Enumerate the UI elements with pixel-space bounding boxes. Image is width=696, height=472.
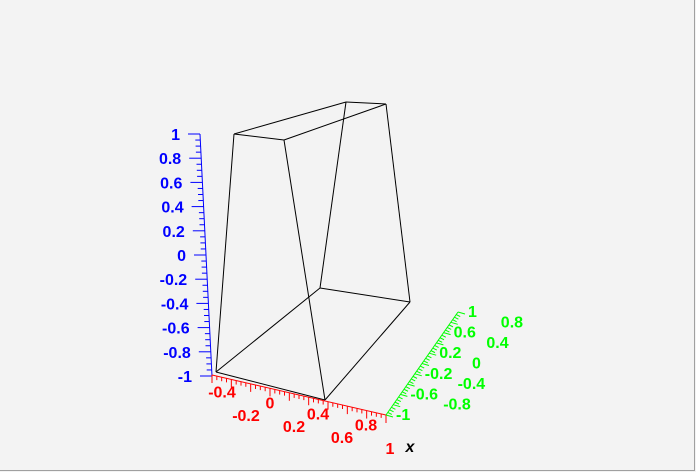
wireframe-edge (233, 133, 285, 141)
wireframe-edge (233, 101, 347, 135)
y-axis-tick (393, 404, 401, 408)
y-axis-tick (412, 375, 418, 379)
x-tick-label: 1 (386, 441, 395, 458)
y-axis-tick (385, 414, 394, 418)
y-tick-label: 0.8 (501, 314, 523, 331)
y-axis-tick (437, 339, 443, 343)
y-tick-label: 0 (472, 356, 481, 373)
y-axis-tick (443, 332, 451, 336)
wireframe-edge (283, 103, 387, 141)
z-tick-label: 0.8 (159, 151, 181, 168)
y-axis-tick (455, 314, 461, 318)
y-axis-tick (425, 357, 430, 361)
y-axis-tick (454, 316, 459, 320)
y-axis-tick (405, 386, 411, 390)
wireframe-edge (345, 101, 387, 105)
y-axis-tick (398, 396, 403, 400)
y-tick-label: -0.4 (458, 376, 486, 393)
x-tick-label: -0.2 (232, 408, 260, 425)
z-tick-label: 0.2 (163, 224, 185, 241)
x-tick-label: 0.4 (307, 406, 329, 423)
x-tick-label: 0.6 (331, 430, 353, 447)
y-axis-tick (452, 319, 457, 323)
y-axis-tick (441, 334, 447, 338)
y-axis-tick (407, 383, 415, 387)
y-axis-tick (401, 391, 407, 395)
y-tick-label: -0.6 (410, 386, 438, 403)
y-axis-tick (421, 363, 430, 366)
y-axis-tick (419, 365, 425, 369)
y-axis-tick (434, 345, 439, 348)
y-axis-tick (394, 401, 400, 405)
y-axis-tick (450, 321, 458, 325)
y-axis-tick (387, 411, 393, 415)
wireframe-edge (215, 371, 326, 401)
z-tick-label: -0.4 (161, 296, 189, 313)
y-axis-tick (427, 355, 432, 359)
z-tick-label: -0.6 (162, 321, 190, 338)
y-axis-tick (432, 347, 438, 351)
z-tick-label: 1 (171, 127, 180, 144)
z-tick-label: -0.2 (160, 272, 188, 289)
y-tick-label: -0.8 (443, 397, 471, 414)
z-tick-label: 0.4 (161, 200, 183, 217)
z-tick-label: -0.8 (163, 345, 191, 362)
wireframe-edge (385, 103, 411, 303)
z-tick-label: 0.6 (160, 175, 182, 192)
y-tick-label: 0.6 (454, 325, 476, 342)
y-axis-tick (396, 399, 402, 402)
x-tick-label: -0.4 (208, 384, 236, 401)
z-tick-label: 0 (177, 248, 186, 265)
y-axis-tick (446, 327, 452, 330)
y-axis-tick (439, 337, 445, 341)
wireframe-edge (283, 139, 326, 401)
y-axis-tick (448, 324, 454, 328)
wireframe-edge (215, 133, 235, 373)
y-axis-tick (430, 350, 436, 354)
y-axis-tick (409, 381, 414, 384)
y-axis-tick (429, 352, 437, 356)
y-tick-label: 0.2 (439, 345, 461, 362)
wireframe-edge (215, 287, 321, 373)
z-tick-label: -1 (178, 369, 192, 386)
wireframe-edge (324, 301, 411, 401)
y-axis-tick (400, 393, 408, 397)
y-axis-tick (418, 368, 423, 372)
x-tick-label: 0.2 (283, 419, 305, 436)
y-axis-tick (410, 378, 416, 382)
x-tick-label: 0 (266, 395, 275, 412)
y-tick-label: 1 (468, 304, 477, 321)
y-axis-tick (457, 311, 466, 315)
y-axis-tick (389, 409, 394, 413)
y-axis-tick (403, 388, 409, 392)
y-tick-label: -0.2 (425, 366, 453, 383)
y-axis-tick (391, 406, 396, 410)
y-tick-label: 0.4 (486, 335, 508, 352)
wireframe-edge (319, 287, 411, 303)
y-axis-tick (445, 329, 450, 333)
y-axis-tick (436, 342, 444, 346)
y-axis-tick (416, 370, 421, 374)
wireframe-edge (319, 101, 347, 289)
x-axis-title: x (405, 439, 416, 456)
y-axis-tick (423, 360, 429, 364)
y-tick-label: -1 (396, 407, 410, 424)
y-axis-tick (414, 373, 422, 377)
x-tick-label: 0.8 (355, 417, 377, 434)
